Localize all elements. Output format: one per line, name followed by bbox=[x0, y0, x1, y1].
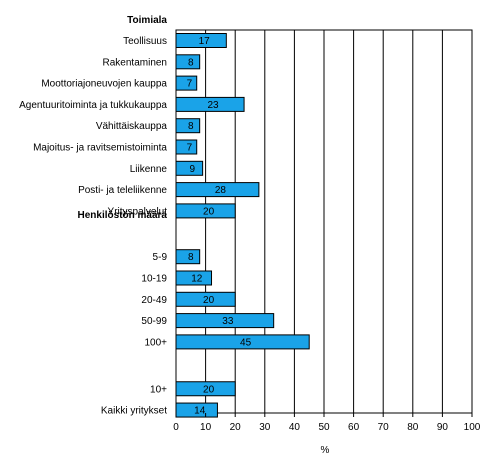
x-tick-label: 30 bbox=[259, 422, 271, 433]
x-tick-label: 10 bbox=[200, 422, 212, 433]
category-label: Teollisuus bbox=[123, 36, 167, 47]
category-label: Yrityspalvelut bbox=[108, 206, 168, 217]
x-tick-label: 100 bbox=[464, 422, 481, 433]
category-label: Vähittäiskauppa bbox=[96, 121, 168, 132]
bar bbox=[175, 249, 201, 265]
bar-value-label: 28 bbox=[215, 185, 227, 196]
category-label: Rakentaminen bbox=[103, 57, 167, 68]
bar-value-label: 12 bbox=[191, 273, 203, 284]
bar bbox=[175, 33, 227, 48]
category-label: Moottoriajoneuvojen kauppa bbox=[41, 79, 167, 90]
bar-value-label: 23 bbox=[207, 100, 219, 111]
bar bbox=[175, 182, 260, 198]
bar bbox=[175, 203, 236, 219]
bar bbox=[175, 402, 218, 418]
bar bbox=[175, 334, 310, 350]
bar bbox=[175, 139, 198, 155]
bar bbox=[175, 118, 201, 134]
bar-value-label: 8 bbox=[188, 252, 194, 263]
bar bbox=[175, 270, 213, 286]
bar bbox=[175, 160, 204, 176]
x-tick-label: 60 bbox=[348, 422, 360, 433]
bar-value-label: 17 bbox=[199, 36, 211, 47]
category-label: Majoitus- ja ravitsemistoiminta bbox=[33, 143, 167, 154]
bar-value-label: 14 bbox=[194, 406, 206, 417]
bar-value-label: 45 bbox=[240, 337, 252, 348]
bar bbox=[175, 96, 245, 112]
bar bbox=[175, 291, 236, 307]
category-label: Posti- ja teleliikenne bbox=[78, 185, 167, 196]
x-tick-label: 90 bbox=[437, 422, 449, 433]
category-label: 10+ bbox=[150, 384, 167, 395]
bar-value-label: 20 bbox=[203, 384, 215, 395]
category-label: Agentuuritoiminta ja tukkukauppa bbox=[19, 100, 167, 111]
x-tick-label: 20 bbox=[230, 422, 242, 433]
bar-value-label: 8 bbox=[188, 121, 194, 132]
x-tick-label: 80 bbox=[407, 422, 419, 433]
category-label: 100+ bbox=[144, 337, 167, 348]
bar-value-label: 20 bbox=[203, 206, 215, 217]
category-label: 10-19 bbox=[141, 273, 167, 284]
x-tick-label: 40 bbox=[289, 422, 301, 433]
x-tick-label: 50 bbox=[318, 422, 330, 433]
bar bbox=[175, 381, 236, 397]
x-tick-label: 70 bbox=[378, 422, 390, 433]
grid-lines bbox=[175, 29, 473, 414]
bar bbox=[175, 54, 201, 70]
bar-value-label: 33 bbox=[222, 316, 234, 327]
category-label: 20-49 bbox=[141, 295, 167, 306]
category-label: 5-9 bbox=[153, 252, 168, 263]
x-tick-label: 0 bbox=[173, 422, 179, 433]
category-label: Kaikki yritykset bbox=[101, 406, 167, 417]
category-label: Liikenne bbox=[130, 164, 168, 175]
bar-value-label: 9 bbox=[190, 164, 196, 175]
bar-value-label: 8 bbox=[188, 57, 194, 68]
bar-value-label: 7 bbox=[187, 79, 193, 90]
group-header: Henkilöstön määrä bbox=[78, 210, 168, 221]
bar bbox=[175, 313, 275, 329]
group-header: Toimiala bbox=[127, 15, 167, 26]
x-axis: 0 10 20 30 40 50 60 70 80 90 100 bbox=[173, 413, 481, 433]
x-axis-title: % bbox=[321, 445, 330, 456]
bar bbox=[175, 75, 198, 91]
category-label: 50-99 bbox=[141, 316, 167, 327]
bar-value-label: 7 bbox=[187, 143, 193, 154]
category-labels: Toimiala Teollisuus Rakentaminen Moottoriaj… bbox=[19, 15, 167, 417]
bar-value-label: 20 bbox=[203, 295, 215, 306]
